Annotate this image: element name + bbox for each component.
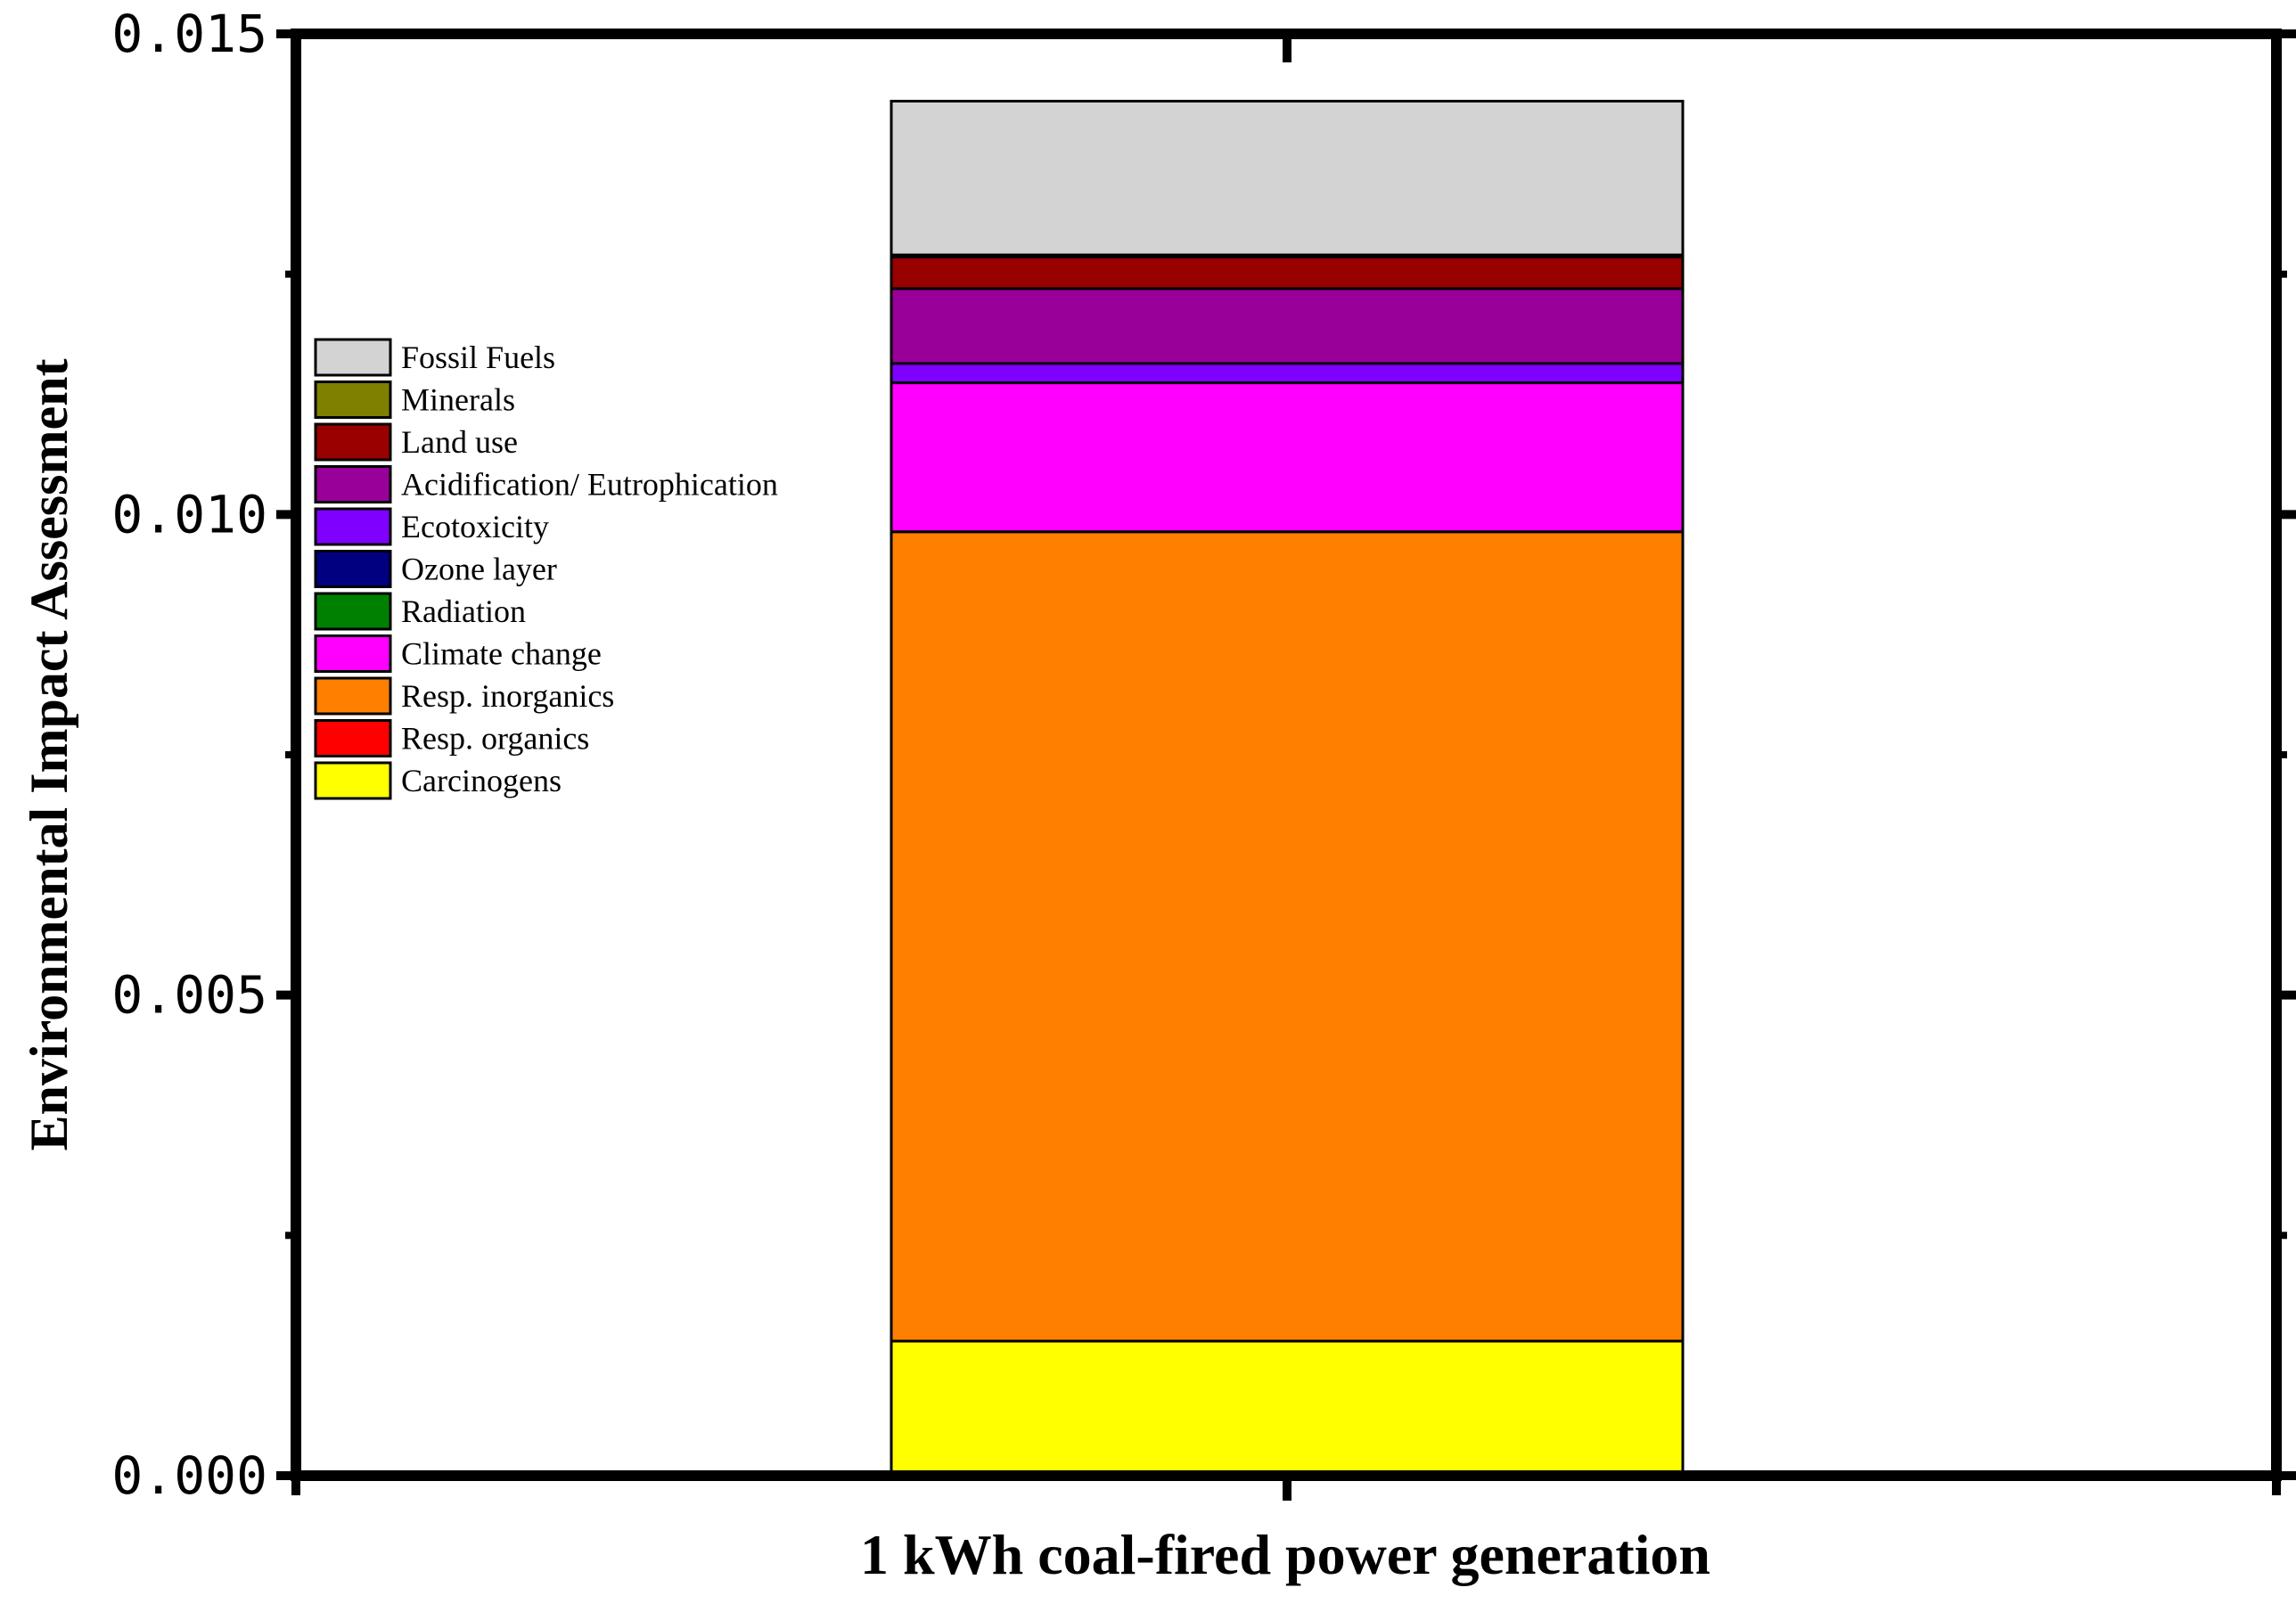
legend-swatch bbox=[314, 634, 392, 673]
legend-label: Resp. inorganics bbox=[401, 678, 614, 714]
legend-swatch bbox=[314, 338, 392, 377]
legend-swatch bbox=[314, 465, 392, 503]
bar-segment-fossil-fuels bbox=[890, 100, 1685, 257]
legend-swatch bbox=[314, 761, 392, 800]
legend-swatch bbox=[314, 507, 392, 546]
bar-segment-resp-inorganics bbox=[890, 530, 1685, 1343]
legend-swatch bbox=[314, 676, 392, 716]
y-tick-label: 0.005 bbox=[111, 965, 267, 1026]
legend: Fossil Fuels Minerals Land use Acidificatio… bbox=[314, 338, 778, 800]
legend-label: Ecotoxicity bbox=[401, 509, 549, 544]
legend-label: Carcinogens bbox=[401, 763, 562, 798]
bar-segment-ecotoxicity bbox=[890, 362, 1685, 385]
bar-segment-climate-change bbox=[890, 381, 1685, 534]
bar-segment-acidification-eutrophication bbox=[890, 287, 1685, 365]
legend-label: Resp. organics bbox=[401, 721, 589, 757]
legend-swatch bbox=[314, 550, 392, 588]
legend-swatch bbox=[314, 422, 392, 462]
y-axis-title: Environmental Impact Assessment bbox=[20, 359, 78, 1151]
legend-swatch bbox=[314, 592, 392, 631]
legend-label: Minerals bbox=[401, 382, 515, 418]
x-axis-title: 1 kWh coal-fired power generation bbox=[860, 1523, 1710, 1586]
y-tick-label: 0.015 bbox=[111, 4, 267, 64]
legend-label: Ozone layer bbox=[401, 552, 557, 587]
ticks-layer: 0.000 0.005 0.010 0.015 bbox=[111, 4, 2296, 1506]
bar-segment-land-use bbox=[890, 255, 1685, 291]
legend-label: Acidification/ Eutrophication bbox=[401, 467, 778, 503]
y-tick-label: 0.010 bbox=[111, 484, 267, 544]
legend-swatch bbox=[314, 719, 392, 757]
legend-label: Fossil Fuels bbox=[401, 340, 555, 375]
legend-label: Radiation bbox=[401, 593, 526, 629]
legend-label: Climate change bbox=[401, 636, 602, 672]
y-tick-label: 0.000 bbox=[111, 1445, 267, 1506]
legend-label: Land use bbox=[401, 424, 518, 460]
legend-swatch bbox=[314, 381, 392, 419]
bar-segment-carcinogens bbox=[890, 1339, 1685, 1477]
bars-layer bbox=[890, 100, 1685, 1477]
